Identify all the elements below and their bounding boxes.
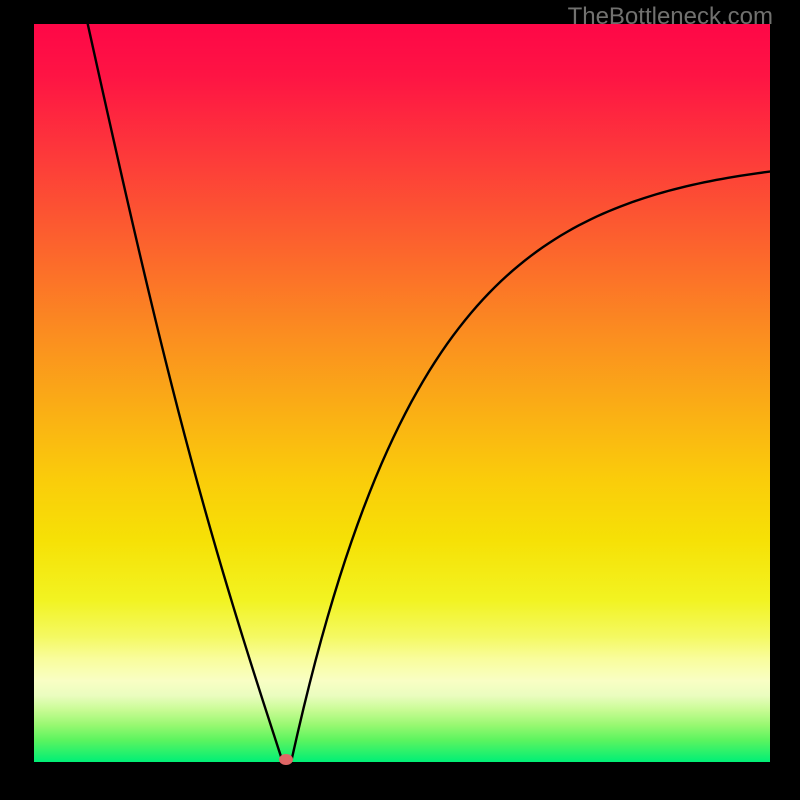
watermark-text: TheBottleneck.com (568, 3, 773, 31)
outer-frame (0, 0, 800, 800)
